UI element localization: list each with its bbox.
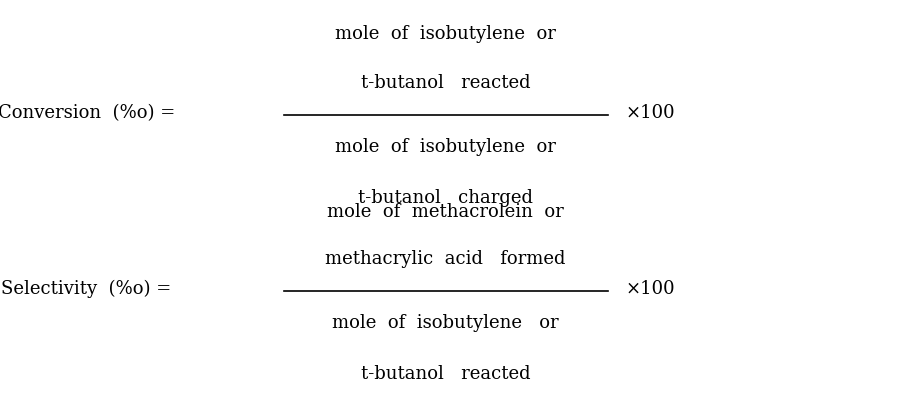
- Text: mole  of  isobutylene  or: mole of isobutylene or: [335, 139, 556, 156]
- Text: ×100: ×100: [626, 104, 675, 122]
- Text: Conversion  (%o) =: Conversion (%o) =: [0, 104, 176, 122]
- Text: t-butanol   charged: t-butanol charged: [358, 189, 533, 207]
- Text: mole  of  isobutylene  or: mole of isobutylene or: [335, 25, 556, 43]
- Text: mole  of  isobutylene   or: mole of isobutylene or: [332, 314, 559, 332]
- Text: methacrylic  acid   formed: methacrylic acid formed: [325, 250, 566, 267]
- Text: mole  of  methacrolein  or: mole of methacrolein or: [327, 203, 564, 221]
- Text: t-butanol   reacted: t-butanol reacted: [361, 74, 530, 92]
- Text: ×100: ×100: [626, 280, 675, 298]
- Text: Selectivity  (%o) =: Selectivity (%o) =: [1, 280, 171, 298]
- Text: t-butanol   reacted: t-butanol reacted: [361, 365, 530, 383]
